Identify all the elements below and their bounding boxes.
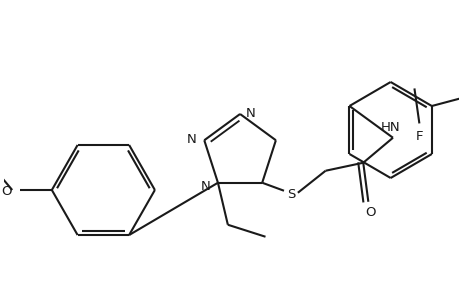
Text: O: O: [2, 185, 12, 198]
Text: O: O: [364, 206, 375, 219]
Text: N: N: [246, 107, 255, 120]
Text: N: N: [186, 133, 196, 146]
Text: S: S: [286, 188, 295, 201]
Text: F: F: [415, 130, 422, 143]
Text: N: N: [200, 180, 210, 193]
Text: HN: HN: [381, 121, 400, 134]
